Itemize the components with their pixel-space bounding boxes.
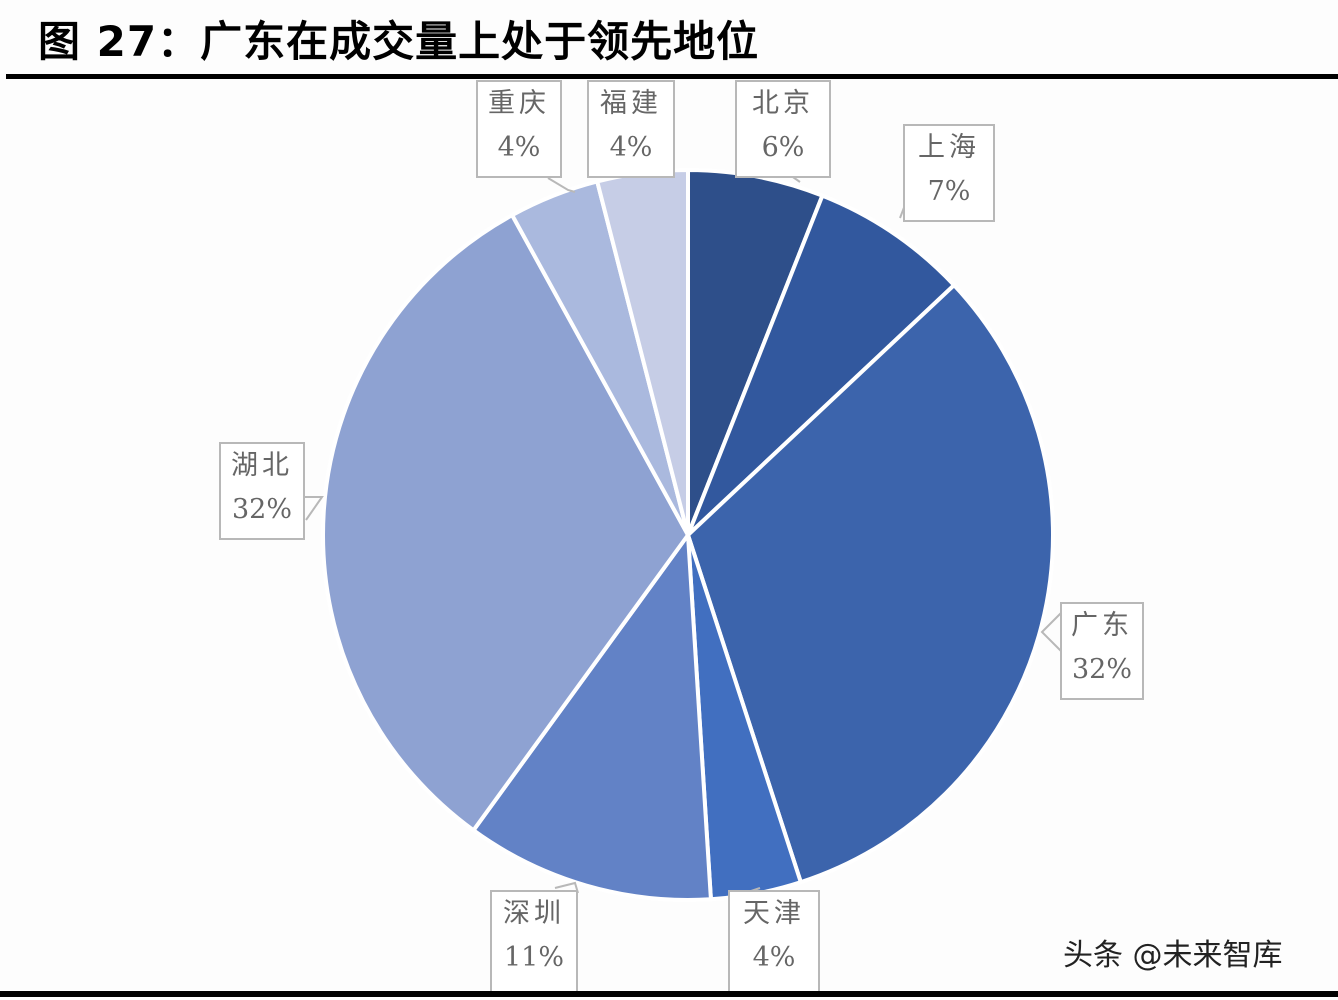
chart-title: 图 27：广东在成交量上处于领先地位: [38, 17, 760, 66]
label-name: 深圳: [503, 898, 565, 929]
leader-guangdong: [1040, 611, 1063, 653]
label-value: 7%: [927, 176, 971, 207]
label-tianjin: 天津 4%: [728, 890, 820, 992]
pie-slice-湖北: [321, 212, 691, 834]
label-beijing: 北京 6%: [735, 80, 831, 178]
label-value: 6%: [761, 132, 805, 163]
label-name: 湖北: [231, 450, 293, 481]
label-chongqing: 重庆 4%: [476, 80, 562, 178]
label-value: 32%: [1071, 654, 1132, 685]
pie-slices: [321, 167, 1055, 902]
label-value: 32%: [231, 494, 292, 525]
pie-slice-深圳: [470, 529, 714, 902]
label-name: 重庆: [488, 88, 550, 119]
label-value: 11%: [503, 942, 564, 973]
top-divider: [6, 74, 1338, 79]
pie-slice-上海: [686, 193, 957, 537]
label-value: 4%: [609, 132, 653, 163]
label-fujian: 福建 4%: [587, 80, 675, 178]
label-name: 福建: [600, 88, 662, 119]
leader-hubei: [303, 496, 324, 521]
label-name: 上海: [918, 132, 980, 163]
label-guangdong: 广东 32%: [1060, 602, 1144, 700]
label-value: 4%: [752, 942, 796, 973]
label-shenzhen: 深圳 11%: [490, 890, 578, 992]
watermark: 头条 @未来智库: [1063, 938, 1283, 973]
label-name: 广东: [1071, 610, 1133, 641]
label-value: 4%: [497, 132, 541, 163]
leader-chongqing: [547, 177, 576, 193]
label-name: 天津: [743, 898, 805, 929]
label-shanghai: 上海 7%: [903, 124, 995, 222]
label-name: 北京: [752, 88, 814, 119]
bottom-divider: [0, 991, 1338, 997]
pie-slice-广东: [685, 282, 1055, 885]
leader-shenzhen: [554, 881, 579, 894]
label-hubei: 湖北 32%: [219, 442, 305, 540]
